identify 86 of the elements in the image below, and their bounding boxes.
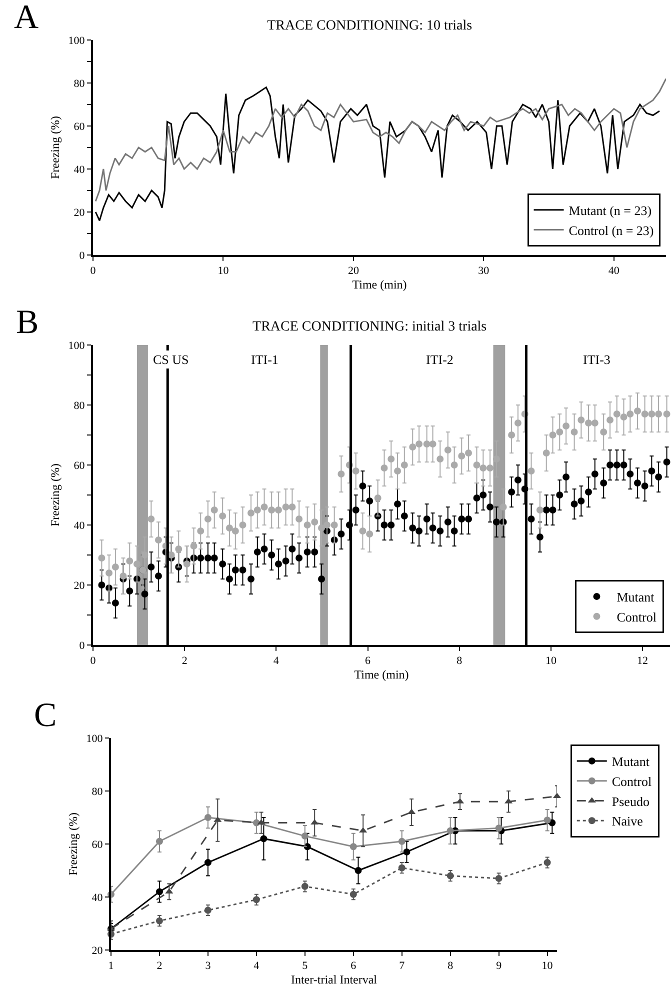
point <box>398 864 406 872</box>
x-tick-label: 10 <box>545 655 557 668</box>
point <box>156 888 163 896</box>
point <box>446 827 454 834</box>
y-tick-label: 60 <box>92 838 104 851</box>
x-tick-label: 7 <box>399 960 406 972</box>
x-tick-label: 10 <box>218 265 230 278</box>
y-tick-label: 20 <box>74 580 86 592</box>
legend-label: Control (n = 23) <box>568 222 654 238</box>
y-tick-label: 100 <box>68 340 86 352</box>
x-tick-label: 10 <box>542 960 554 972</box>
y-tick-label: 0 <box>79 250 86 262</box>
point <box>350 843 357 850</box>
point <box>156 838 163 845</box>
line-series <box>94 86 660 222</box>
point <box>204 814 212 821</box>
point <box>252 896 260 904</box>
x-tick-label: 3 <box>205 960 212 972</box>
annotation: ITI-2 <box>426 352 454 367</box>
y-tick-label: 60 <box>74 460 86 472</box>
text: A <box>14 0 39 36</box>
text: B <box>16 304 39 341</box>
annotation: ITI-3 <box>583 352 610 367</box>
legend-label: Mutant <box>612 754 650 770</box>
y-tick-label: 80 <box>74 78 86 90</box>
point <box>156 917 163 924</box>
legend-label: Naive <box>612 814 644 829</box>
x-tick-label: 4 <box>273 655 280 668</box>
x-tick-label: 6 <box>350 960 357 972</box>
y-tick-label: 40 <box>74 520 86 532</box>
annotation: ITI-1 <box>251 352 278 367</box>
point <box>301 882 308 890</box>
y-tick-label: 60 <box>74 120 86 133</box>
y-tick-label: 0 <box>79 640 86 652</box>
point <box>403 848 410 856</box>
point <box>301 832 308 840</box>
line-series <box>94 78 666 202</box>
y-tick-label: 20 <box>74 206 86 219</box>
point <box>260 835 268 842</box>
x-tick-label: 8 <box>456 655 463 668</box>
y-tick-label: 100 <box>68 34 86 47</box>
point <box>446 872 454 880</box>
x-tick-label: 5 <box>302 960 308 972</box>
x-tick-label: 2 <box>156 960 162 972</box>
y-tick-label: 80 <box>92 786 104 798</box>
y-axis-title: Freezing (%) <box>48 116 62 179</box>
chart-title: TRACE CONDITIONING: 10 trials <box>267 18 472 34</box>
y-axis-title: Freezing (%) <box>48 464 62 526</box>
x-tick-label: 40 <box>608 265 620 278</box>
y-tick-label: 40 <box>92 892 104 904</box>
legend-label: Control <box>612 774 652 789</box>
x-tick-label: 8 <box>448 960 454 972</box>
x-axis-title: Time (min) <box>354 668 409 682</box>
x-tick-label: 2 <box>182 655 188 668</box>
x-tick-label: 1 <box>108 960 114 972</box>
legend-label: Pseudo <box>612 794 650 809</box>
point <box>544 816 551 824</box>
legend-label: Mutant (n = 23) <box>568 202 652 218</box>
point <box>398 838 406 845</box>
x-axis-title: Inter-trial Interval <box>290 972 378 987</box>
point <box>354 867 362 874</box>
x-tick-label: 30 <box>478 265 490 278</box>
y-axis-title: Freezing (%) <box>66 812 80 876</box>
point <box>350 890 357 898</box>
x-tick-label: 4 <box>254 960 260 972</box>
y-tick-label: 20 <box>92 944 104 957</box>
x-axis-title: Time (min) <box>352 278 407 292</box>
chart-title: TRACE CONDITIONING: initial 3 trials <box>252 320 487 334</box>
legend-label: Control <box>616 609 657 624</box>
point <box>495 874 502 882</box>
y-tick-label: 40 <box>74 164 86 176</box>
y-tick-label: 80 <box>74 400 86 412</box>
legend-label: Mutant <box>616 590 655 605</box>
point <box>204 906 212 914</box>
point <box>204 859 212 866</box>
point <box>495 824 502 832</box>
point <box>544 859 551 866</box>
x-tick-label: 20 <box>348 265 360 278</box>
x-tick-label: 12 <box>637 655 648 668</box>
y-tick-label: 100 <box>86 732 104 745</box>
x-tick-label: 6 <box>365 655 372 668</box>
annotation: CS US <box>153 352 189 367</box>
point <box>257 819 266 825</box>
point <box>310 819 319 825</box>
text: C <box>34 697 57 734</box>
x-tick-label: 9 <box>496 960 502 972</box>
